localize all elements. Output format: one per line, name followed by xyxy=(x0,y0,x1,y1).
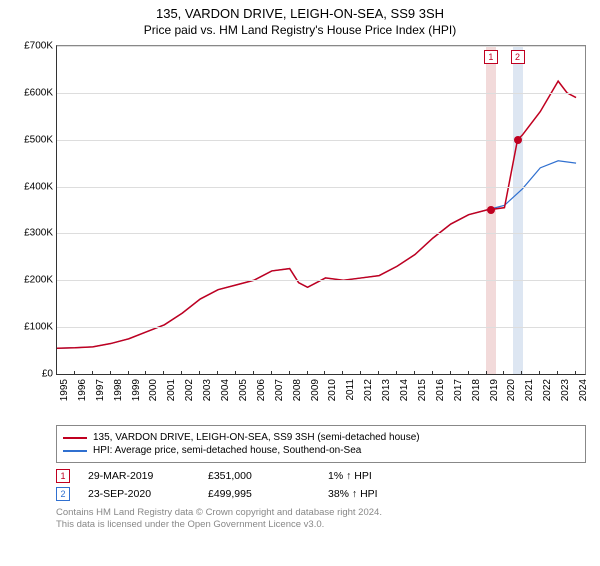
x-tick-label: 2009 xyxy=(310,379,321,401)
row-marker: 1 xyxy=(56,469,70,483)
x-tick-label: 2021 xyxy=(524,379,535,401)
marker-label: 2 xyxy=(511,50,525,64)
y-tick-label: £400K xyxy=(24,181,57,192)
x-tick-label: 2022 xyxy=(542,379,553,401)
y-tick-label: £300K xyxy=(24,228,57,239)
row-marker: 2 xyxy=(56,487,70,501)
y-tick-label: £100K xyxy=(24,322,57,333)
legend-swatch xyxy=(63,450,87,452)
y-tick-label: £700K xyxy=(24,41,57,52)
x-tick-label: 2017 xyxy=(453,379,464,401)
chart-subtitle: Price paid vs. HM Land Registry's House … xyxy=(0,23,600,37)
transaction-price: £499,995 xyxy=(208,488,328,500)
price-point xyxy=(514,136,522,144)
marker-label: 1 xyxy=(484,50,498,64)
transaction-change: 1% ↑ HPI xyxy=(328,470,448,482)
x-tick-label: 2014 xyxy=(399,379,410,401)
transaction-table: 1 29-MAR-2019 £351,000 1% ↑ HPI 2 23-SEP… xyxy=(56,469,586,501)
legend-item: 135, VARDON DRIVE, LEIGH-ON-SEA, SS9 3SH… xyxy=(63,432,579,443)
legend-item: HPI: Average price, semi-detached house,… xyxy=(63,445,579,456)
transaction-row: 1 29-MAR-2019 £351,000 1% ↑ HPI xyxy=(56,469,586,483)
footer-line: Contains HM Land Registry data © Crown c… xyxy=(56,507,586,519)
footer: Contains HM Land Registry data © Crown c… xyxy=(56,507,586,532)
x-tick-label: 1996 xyxy=(77,379,88,401)
x-tick-label: 2000 xyxy=(148,379,159,401)
x-tick-label: 2007 xyxy=(274,379,285,401)
y-tick-label: £600K xyxy=(24,87,57,98)
x-tick-label: 2011 xyxy=(345,379,356,401)
x-tick-label: 2024 xyxy=(578,379,589,401)
x-tick-label: 2006 xyxy=(256,379,267,401)
transaction-date: 29-MAR-2019 xyxy=(88,470,208,482)
x-tick-label: 2012 xyxy=(363,379,374,401)
x-tick-label: 2018 xyxy=(471,379,482,401)
chart-container: 135, VARDON DRIVE, LEIGH-ON-SEA, SS9 3SH… xyxy=(0,6,600,566)
y-tick-label: £0 xyxy=(42,369,57,380)
x-tick-label: 2023 xyxy=(560,379,571,401)
y-tick-label: £200K xyxy=(24,275,57,286)
transaction-date: 23-SEP-2020 xyxy=(88,488,208,500)
x-tick-label: 2003 xyxy=(202,379,213,401)
x-tick-label: 2005 xyxy=(238,379,249,401)
x-tick-label: 1997 xyxy=(95,379,106,401)
legend-swatch xyxy=(63,437,87,439)
transaction-row: 2 23-SEP-2020 £499,995 38% ↑ HPI xyxy=(56,487,586,501)
series-line xyxy=(57,161,576,348)
x-tick-label: 2004 xyxy=(220,379,231,401)
x-tick-label: 2001 xyxy=(166,379,177,401)
x-tick-label: 2008 xyxy=(292,379,303,401)
legend-label: 135, VARDON DRIVE, LEIGH-ON-SEA, SS9 3SH… xyxy=(93,432,420,443)
x-tick-label: 2015 xyxy=(417,379,428,401)
plot-area: £0£100K£200K£300K£400K£500K£600K£700K12 xyxy=(56,45,586,375)
x-tick-label: 2016 xyxy=(435,379,446,401)
x-tick-label: 1999 xyxy=(131,379,142,401)
x-tick-label: 1998 xyxy=(113,379,124,401)
footer-line: This data is licensed under the Open Gov… xyxy=(56,519,586,531)
x-tick-label: 2020 xyxy=(506,379,517,401)
line-svg xyxy=(57,46,585,374)
x-axis-labels: 1995 1996 1997 1998 1999 2000 2001 2002 2003 2004… xyxy=(56,375,586,417)
transaction-change: 38% ↑ HPI xyxy=(328,488,448,500)
legend: 135, VARDON DRIVE, LEIGH-ON-SEA, SS9 3SH… xyxy=(56,425,586,463)
price-point xyxy=(487,206,495,214)
legend-label: HPI: Average price, semi-detached house,… xyxy=(93,445,361,456)
y-tick-label: £500K xyxy=(24,134,57,145)
x-tick-label: 2010 xyxy=(327,379,338,401)
chart-title: 135, VARDON DRIVE, LEIGH-ON-SEA, SS9 3SH xyxy=(0,6,600,21)
x-tick-label: 2019 xyxy=(489,379,500,401)
x-tick-label: 2002 xyxy=(184,379,195,401)
transaction-price: £351,000 xyxy=(208,470,328,482)
series-line xyxy=(57,81,576,348)
x-tick-label: 1995 xyxy=(59,379,70,401)
x-tick-label: 2013 xyxy=(381,379,392,401)
